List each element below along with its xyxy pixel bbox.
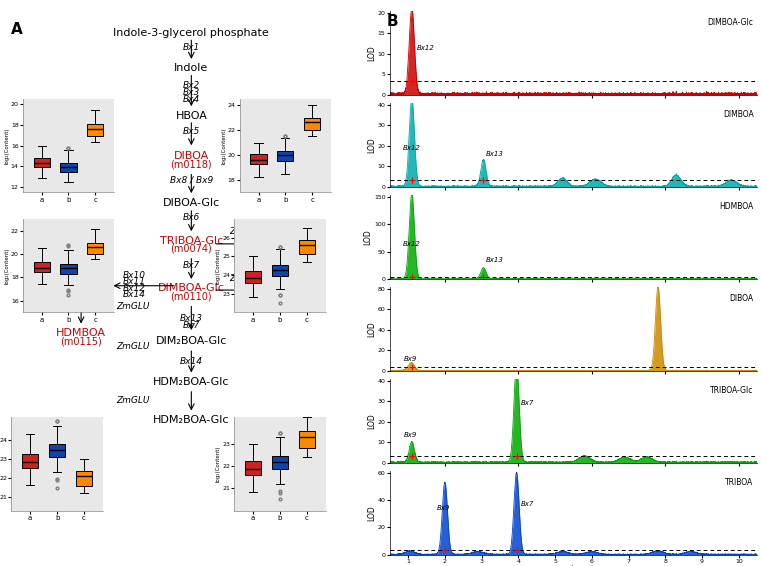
- PathPatch shape: [250, 153, 266, 165]
- Text: Bx9: Bx9: [404, 356, 417, 362]
- Text: DIMBOA-Glc: DIMBOA-Glc: [158, 284, 224, 293]
- Text: Bx11: Bx11: [123, 277, 146, 286]
- Text: Bx9: Bx9: [404, 431, 417, 438]
- Text: Bx12: Bx12: [403, 145, 421, 151]
- Y-axis label: LOD: LOD: [368, 45, 377, 61]
- Text: Bx12: Bx12: [417, 45, 435, 51]
- PathPatch shape: [49, 444, 65, 457]
- PathPatch shape: [76, 471, 92, 486]
- Text: HDMBOA-Glc: HDMBOA-Glc: [47, 278, 115, 288]
- Text: Indole-3-glycerol phosphate: Indole-3-glycerol phosphate: [113, 28, 269, 38]
- Y-axis label: LOD: LOD: [368, 137, 377, 153]
- Text: Bx3: Bx3: [183, 88, 200, 97]
- Text: (m0131): (m0131): [281, 291, 323, 302]
- Text: (m0118): (m0118): [170, 160, 212, 170]
- Text: Bx6: Bx6: [183, 213, 200, 222]
- Y-axis label: log₂(Content): log₂(Content): [216, 247, 221, 284]
- PathPatch shape: [272, 456, 288, 469]
- Y-axis label: log₂(Content): log₂(Content): [5, 127, 9, 164]
- Y-axis label: log₂(Content): log₂(Content): [5, 247, 9, 284]
- Text: ZmGLU: ZmGLU: [116, 341, 149, 350]
- PathPatch shape: [88, 243, 103, 254]
- PathPatch shape: [245, 271, 261, 283]
- Text: Bx1: Bx1: [183, 43, 200, 52]
- Text: DIMBOA: DIMBOA: [723, 110, 753, 119]
- Y-axis label: LOD: LOD: [368, 321, 377, 337]
- Y-axis label: LOD: LOD: [364, 229, 373, 245]
- Text: TRIBOA: TRIBOA: [725, 478, 753, 487]
- Text: HDM₂BOA-Glc: HDM₂BOA-Glc: [153, 415, 230, 425]
- Text: DIMBOA-Glc: DIMBOA-Glc: [708, 18, 753, 27]
- PathPatch shape: [272, 265, 288, 276]
- Text: TRIBOA-Glc: TRIBOA-Glc: [710, 386, 753, 395]
- Text: ZmGLU: ZmGLU: [116, 302, 149, 311]
- Text: DIMBOA: DIMBOA: [279, 284, 324, 293]
- PathPatch shape: [245, 461, 261, 475]
- Text: ZmGLU: ZmGLU: [230, 227, 263, 236]
- PathPatch shape: [60, 162, 77, 171]
- Y-axis label: LOD: LOD: [368, 413, 377, 429]
- Y-axis label: LOD: LOD: [368, 505, 377, 521]
- Text: Bx7: Bx7: [183, 261, 200, 270]
- Text: Bx14: Bx14: [180, 357, 203, 366]
- Text: Bx2: Bx2: [183, 82, 200, 90]
- Text: (m0110): (m0110): [170, 291, 212, 302]
- PathPatch shape: [60, 264, 77, 274]
- Text: TRIBOA: TRIBOA: [281, 235, 322, 246]
- Text: Bx7: Bx7: [183, 321, 200, 330]
- Text: DIM₂BOA-Glc: DIM₂BOA-Glc: [156, 336, 227, 346]
- Text: A: A: [11, 22, 23, 37]
- Text: Bx12: Bx12: [403, 241, 421, 247]
- Text: Bx5: Bx5: [183, 127, 200, 136]
- PathPatch shape: [33, 262, 49, 272]
- Text: (m0072): (m0072): [281, 244, 323, 254]
- Text: Bx12: Bx12: [123, 284, 146, 293]
- Y-axis label: log₂(Content): log₂(Content): [221, 127, 226, 164]
- PathPatch shape: [304, 118, 320, 130]
- Text: ZmGLU: ZmGLU: [230, 274, 263, 283]
- Text: (m0074): (m0074): [170, 244, 212, 254]
- Text: TRIBOA-Glc: TRIBOA-Glc: [160, 235, 223, 246]
- Text: Bx13: Bx13: [180, 314, 203, 323]
- X-axis label: chr: chr: [568, 565, 580, 566]
- Text: HDM₂BOA-Glc: HDM₂BOA-Glc: [153, 377, 230, 387]
- Text: DIBOA: DIBOA: [729, 294, 753, 303]
- Text: HDMBOA: HDMBOA: [719, 202, 753, 211]
- Text: (m0115): (m0115): [60, 336, 102, 346]
- PathPatch shape: [299, 431, 315, 448]
- PathPatch shape: [33, 158, 49, 167]
- Text: Bx7: Bx7: [521, 500, 535, 507]
- Text: Bx8 / Bx9: Bx8 / Bx9: [170, 175, 213, 185]
- Text: Bx13: Bx13: [486, 258, 504, 263]
- PathPatch shape: [299, 240, 315, 255]
- Text: HDMBOA: HDMBOA: [56, 328, 106, 338]
- Text: Bx14: Bx14: [123, 290, 146, 299]
- Text: B: B: [387, 14, 398, 29]
- Text: Bx13: Bx13: [486, 151, 504, 157]
- Text: ZmGLU: ZmGLU: [116, 396, 149, 405]
- Text: Bx10: Bx10: [123, 271, 146, 280]
- PathPatch shape: [88, 125, 103, 136]
- Text: Bx4: Bx4: [183, 96, 200, 104]
- PathPatch shape: [22, 454, 38, 468]
- PathPatch shape: [277, 151, 294, 161]
- Text: DIBOA-Glc: DIBOA-Glc: [163, 198, 220, 208]
- Text: Indole: Indole: [174, 63, 209, 74]
- Text: DIBOA: DIBOA: [174, 151, 209, 161]
- Y-axis label: log₂(Content): log₂(Content): [216, 445, 221, 482]
- Text: HBOA: HBOA: [175, 110, 207, 121]
- Text: Bx9: Bx9: [437, 505, 451, 511]
- Text: Bx7: Bx7: [521, 400, 535, 406]
